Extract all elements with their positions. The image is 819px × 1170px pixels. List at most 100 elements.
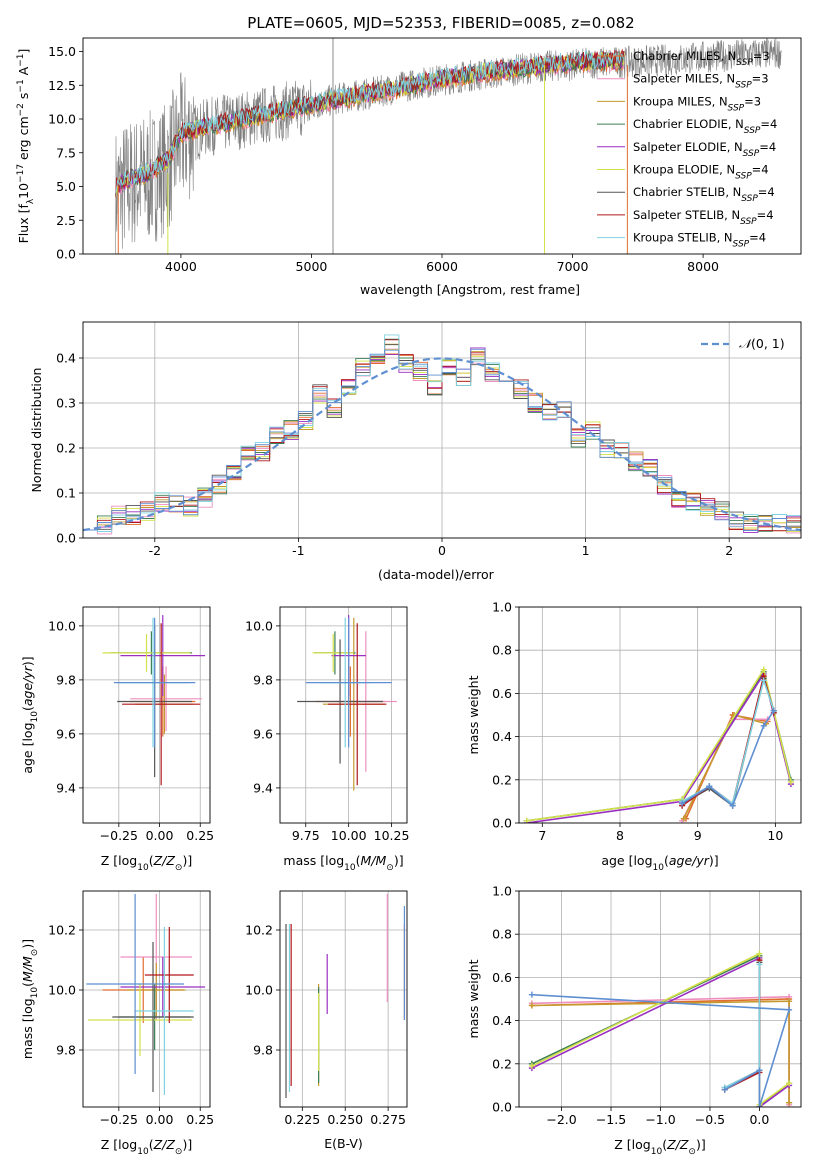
x-tick-label: 7000 [557, 259, 589, 274]
x-tick-label: 0.00 [146, 828, 174, 843]
y-axis-label: Flux [fλ10−17 erg cm−2 s−1 A−1] [16, 49, 36, 244]
x-tick-label: −0.25 [100, 828, 138, 843]
axes-frame [82, 606, 211, 824]
x-tick-label: 7 [538, 828, 546, 843]
y-tick-label: 10.0 [48, 618, 76, 633]
x-axis-label: age [log10(age/yr)] [601, 853, 718, 873]
model-spectrum-chabrier_elodie [115, 51, 625, 197]
series-salpeter_stelib [724, 960, 761, 1091]
x-tick-label: −1.0 [645, 1112, 675, 1127]
y-tick-label: 9.4 [56, 780, 76, 795]
y-tick-label: 0.1 [56, 486, 76, 501]
axes-frame [279, 890, 408, 1108]
y-tick-label: 12.5 [48, 78, 76, 93]
legend-label-kroupa_elodie: Kroupa ELODIE, NSSP=4 [633, 163, 769, 182]
marker-kroupa_elodie [528, 1062, 535, 1069]
legend-label-kroupa_stelib: Kroupa STELIB, NSSP=4 [633, 231, 766, 250]
marker-kroupa_miles [528, 1002, 535, 1009]
marker-normal [756, 1104, 763, 1107]
y-tick-label: 2.5 [56, 213, 76, 228]
marker-kroupa_elodie [787, 778, 794, 785]
y-tick-label: 0.2 [56, 441, 76, 456]
plot-area [519, 891, 801, 1107]
marker-normal [760, 722, 767, 729]
histogram-kroupa_stelib [83, 334, 801, 532]
legend-label-normal: 𝒩(0, 1) [739, 336, 785, 351]
marker-normal [679, 800, 686, 807]
panel-mass-vs-EBV: 0.225 0.250 0.275 9.8 10.0 10.2 E(B-V) [245, 890, 408, 1151]
panel-age-vs-mass: 9.75 10.00 10.25 9.4 9.6 9.8 10.0 mass [log10(M… [245, 606, 410, 873]
series-chabrier_stelib [724, 962, 761, 1089]
y-tick-label: 10.0 [245, 983, 273, 998]
marker-normal [721, 1086, 728, 1093]
y-axis-label: mass weight [466, 675, 481, 754]
x-tick-label: 0 [438, 543, 446, 558]
series-salpeter_elodie [526, 672, 792, 823]
x-tick-label: -2 [149, 543, 161, 558]
marker-normal [528, 991, 535, 998]
x-axis-label: Z [log10(Z/Z⊙)] [101, 853, 192, 873]
series-kroupa_elodie [526, 667, 792, 822]
y-axis-label: age [log10(age/yr)] [20, 656, 40, 773]
y-tick-label: 10.0 [245, 618, 273, 633]
x-tick-label: 0.00 [146, 1112, 174, 1127]
y-tick-label: 9.8 [56, 672, 76, 687]
y-tick-label: 10.2 [48, 923, 76, 938]
axes-frame [518, 890, 802, 1108]
x-tick-label: 10.25 [374, 828, 410, 843]
x-axis-label: Z [log10(Z/Z⊙)] [614, 1137, 705, 1157]
x-tick-label: 6000 [426, 259, 458, 274]
marker-kroupa_stelib [756, 961, 763, 968]
x-tick-label: 0.25 [186, 828, 214, 843]
x-tick-label: 2 [725, 543, 733, 558]
marker-normal [786, 1006, 793, 1013]
x-tick-label: 10.00 [331, 828, 367, 843]
marker-kroupa_miles [786, 998, 793, 1005]
x-tick-label: −1.5 [596, 1112, 626, 1127]
legend-label-kroupa_miles: Kroupa MILES, NSSP=3 [633, 94, 761, 113]
y-tick-label: 0.4 [492, 729, 512, 744]
axes-frame [82, 321, 802, 539]
y-tick-label: 9.4 [253, 780, 273, 795]
plot-area [519, 607, 801, 823]
marker-normal [770, 707, 777, 714]
axes-frame [518, 606, 802, 824]
legend-label-chabrier_elodie: Chabrier ELODIE, NSSP=4 [633, 117, 777, 136]
x-tick-label: −2.0 [546, 1112, 576, 1127]
panel-mass-vs-Z: −0.25 0.00 0.25 9.8 10.0 10.2 Z [log10(Z/Z⊙)] m… [20, 890, 214, 1157]
y-tick-label: 9.8 [253, 1043, 273, 1058]
marker-normal [729, 802, 736, 809]
y-tick-label: 0.2 [492, 1056, 512, 1071]
y-tick-label: 15.0 [48, 44, 76, 59]
y-tick-label: 5.0 [56, 179, 76, 194]
y-tick-label: 0.6 [492, 686, 512, 701]
marker-normal [756, 1067, 763, 1074]
y-tick-label: 0.4 [56, 351, 76, 366]
y-tick-label: 7.5 [56, 145, 76, 160]
plot-area [280, 891, 407, 1107]
figure-title: PLATE=0605, MJD=52353, FIBERID=0085, z=0… [247, 14, 634, 32]
panel-age-vs-Z: −0.25 0.00 0.25 9.4 9.6 9.8 10.0 Z [log10(Z/Z⊙)… [20, 606, 214, 873]
marker-kroupa_elodie [756, 950, 763, 957]
plot-area [83, 607, 210, 823]
y-tick-label: 10.2 [245, 923, 273, 938]
series-normal [531, 993, 791, 1107]
marker-kroupa_stelib [760, 677, 767, 684]
y-tick-label: 0.2 [492, 772, 512, 787]
marker-kroupa_miles [786, 1099, 793, 1106]
x-tick-label: 9 [694, 828, 702, 843]
legend-label-chabrier_miles: Chabrier MILES, NSSP=3 [633, 49, 770, 68]
axes-frame [279, 606, 408, 824]
x-tick-label: 0.0 [749, 1112, 769, 1127]
x-axis-label: mass [log10(M/M⊙)] [283, 853, 403, 873]
model-spectrum-kroupa_stelib [115, 50, 625, 194]
x-tick-label: 8 [616, 828, 624, 843]
panel-mass-weight-vs-age: 7 8 9 10 0.0 0.2 0.4 0.6 0.8 1.0 age [log10(age/yr… [466, 600, 802, 873]
y-tick-label: 9.6 [56, 726, 76, 741]
plot-area [83, 322, 801, 538]
marker-kroupa_elodie [760, 666, 767, 673]
y-tick-label: 1.0 [492, 884, 512, 899]
plot-area [115, 38, 782, 254]
y-axis-label: mass [log10(M/M⊙)] [20, 939, 40, 1059]
